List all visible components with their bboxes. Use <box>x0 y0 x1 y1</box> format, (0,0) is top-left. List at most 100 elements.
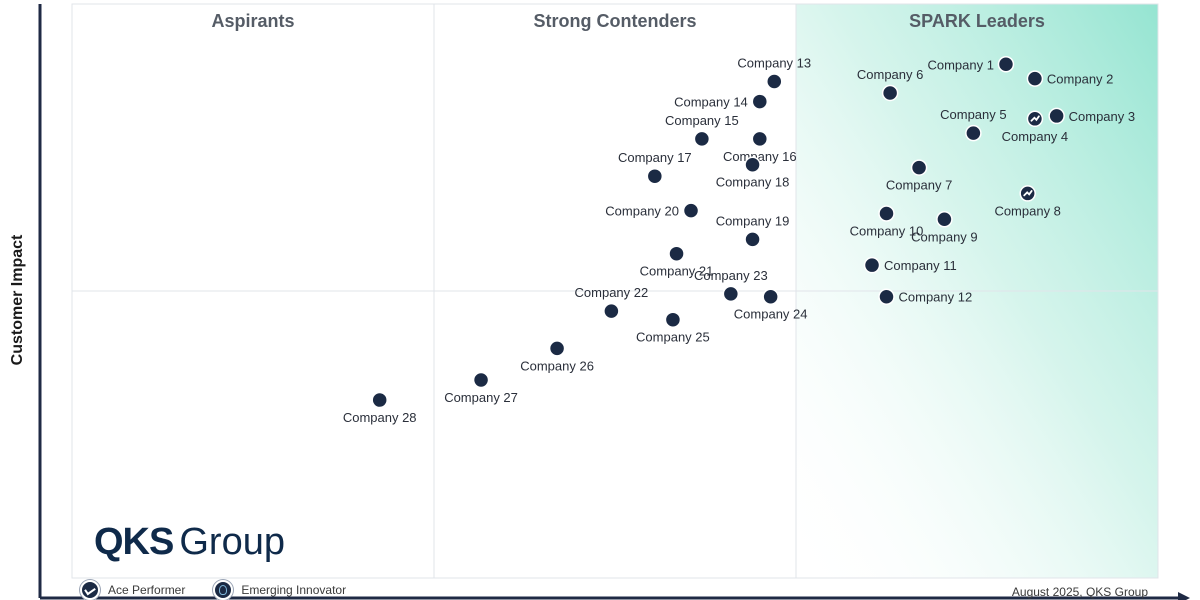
marker-company-7 <box>910 159 928 176</box>
marker-company-23 <box>722 285 740 303</box>
marker-company-22 <box>603 302 620 320</box>
point-label: Company 11 <box>884 258 957 273</box>
data-point-company-26: Company 26 <box>520 340 594 373</box>
point-label: Company 8 <box>994 203 1060 218</box>
marker-company-17 <box>646 167 664 185</box>
point-label: Company 3 <box>1069 109 1135 124</box>
point-label: Company 2 <box>1047 72 1113 87</box>
point-label: Company 19 <box>716 213 790 228</box>
marker-company-16 <box>751 130 769 148</box>
data-point-company-17: Company 17 <box>618 150 692 185</box>
data-point-company-2: Company 2 <box>1026 70 1113 87</box>
data-point-company-23: Company 23 <box>694 268 768 303</box>
marker-company-3 <box>1048 107 1065 125</box>
logo-bold-text: QKS <box>94 521 174 563</box>
ace-performer-icon <box>80 580 100 600</box>
data-point-company-25: Company 25 <box>636 311 710 345</box>
point-label: Company 27 <box>444 390 518 405</box>
data-point-company-6: Company 6 <box>857 67 923 102</box>
quadrant-label-spark-leaders: SPARK Leaders <box>909 11 1045 31</box>
marker-company-25 <box>664 311 682 328</box>
marker-company-24 <box>762 288 779 305</box>
marker-company-10 <box>878 205 895 222</box>
data-point-company-5: Company 5 <box>940 107 1007 142</box>
legend-item-ace: Ace Performer <box>80 580 185 600</box>
point-label: Company 26 <box>520 358 594 373</box>
footer-date-source: August 2025, QKS Group <box>1011 585 1148 599</box>
marker-company-12 <box>878 288 895 305</box>
data-point-company-13: Company 13 <box>737 55 811 90</box>
point-label: Company 24 <box>734 307 808 322</box>
marker-company-2 <box>1026 70 1044 87</box>
logo-regular-text: Group <box>179 521 285 563</box>
point-label: Company 7 <box>886 178 952 193</box>
legend-label-innovator: Emerging Innovator <box>241 583 347 597</box>
data-point-company-22: Company 22 <box>575 285 649 320</box>
data-point-company-3: Company 3 <box>1048 107 1135 125</box>
ace-performer-icon <box>1030 115 1040 122</box>
marker-company-26 <box>548 340 566 357</box>
point-label: Company 15 <box>665 113 739 128</box>
point-label: Company 9 <box>911 229 977 244</box>
point-label: Company 18 <box>716 175 790 190</box>
data-point-company-12: Company 12 <box>878 288 973 305</box>
marker-company-6 <box>881 84 899 102</box>
data-point-company-11: Company 11 <box>863 256 957 274</box>
qks-group-logo: QKS Group <box>94 520 285 564</box>
point-label: Company 28 <box>343 410 417 425</box>
data-point-company-18: Company 18 <box>716 156 790 190</box>
marker-company-15 <box>693 130 711 148</box>
point-label: Company 25 <box>636 330 710 345</box>
point-label: Company 5 <box>940 107 1006 122</box>
marker-company-18 <box>744 156 761 173</box>
point-label: Company 6 <box>857 67 923 82</box>
data-point-company-9: Company 9 <box>911 211 978 244</box>
point-label: Company 17 <box>618 150 692 165</box>
ace-performer-icon <box>1023 190 1033 197</box>
point-label: Company 1 <box>927 57 993 72</box>
marker-company-1 <box>997 56 1015 73</box>
data-point-company-1: Company 1 <box>927 56 1015 73</box>
marker-company-9 <box>936 211 953 228</box>
data-point-company-14: Company 14 <box>674 93 769 110</box>
point-label: Company 13 <box>737 55 811 70</box>
marker-company-20 <box>682 202 700 219</box>
point-label: Company 16 <box>723 149 797 164</box>
point-label: Company 4 <box>1002 129 1068 144</box>
marker-company-11 <box>863 256 881 274</box>
data-point-company-15: Company 15 <box>665 113 739 148</box>
point-label: Company 10 <box>850 224 924 239</box>
quadrant-label-aspirants: Aspirants <box>211 11 294 31</box>
data-point-company-20: Company 20 <box>605 202 700 219</box>
point-label: Company 22 <box>575 285 649 300</box>
data-point-company-21: Company 21 <box>640 245 714 279</box>
point-label: Company 21 <box>640 264 714 279</box>
legend-item-innovator: Emerging Innovator <box>213 580 346 600</box>
data-point-company-19: Company 19 <box>716 213 790 248</box>
marker-company-28 <box>371 391 388 409</box>
marker-company-19 <box>744 231 761 248</box>
data-point-company-8: Company 8 <box>994 185 1061 218</box>
data-point-company-10: Company 10 <box>850 205 924 239</box>
point-label: Company 20 <box>605 204 679 219</box>
chart-legend: Ace Performer Emerging Innovator <box>80 580 374 600</box>
marker-company-13 <box>766 73 783 90</box>
data-point-company-4: Company 4 <box>1002 110 1068 144</box>
marker-company-5 <box>965 124 982 142</box>
data-point-company-27: Company 27 <box>444 371 518 405</box>
marker-company-21 <box>668 245 685 262</box>
point-label: Company 23 <box>694 268 768 283</box>
legend-label-ace: Ace Performer <box>108 583 186 597</box>
point-label: Company 14 <box>674 95 748 110</box>
marker-company-14 <box>751 93 769 110</box>
data-point-company-7: Company 7 <box>886 159 952 193</box>
x-axis-arrow <box>1178 592 1190 600</box>
data-point-company-16: Company 16 <box>723 130 797 164</box>
data-point-company-24: Company 24 <box>734 288 808 322</box>
emerging-innovator-icon <box>213 580 234 600</box>
data-point-company-28: Company 28 <box>343 391 417 425</box>
marker-company-27 <box>472 371 490 389</box>
quadrant-label-strong-contenders: Strong Contenders <box>533 11 696 31</box>
point-label: Company 12 <box>899 290 973 305</box>
